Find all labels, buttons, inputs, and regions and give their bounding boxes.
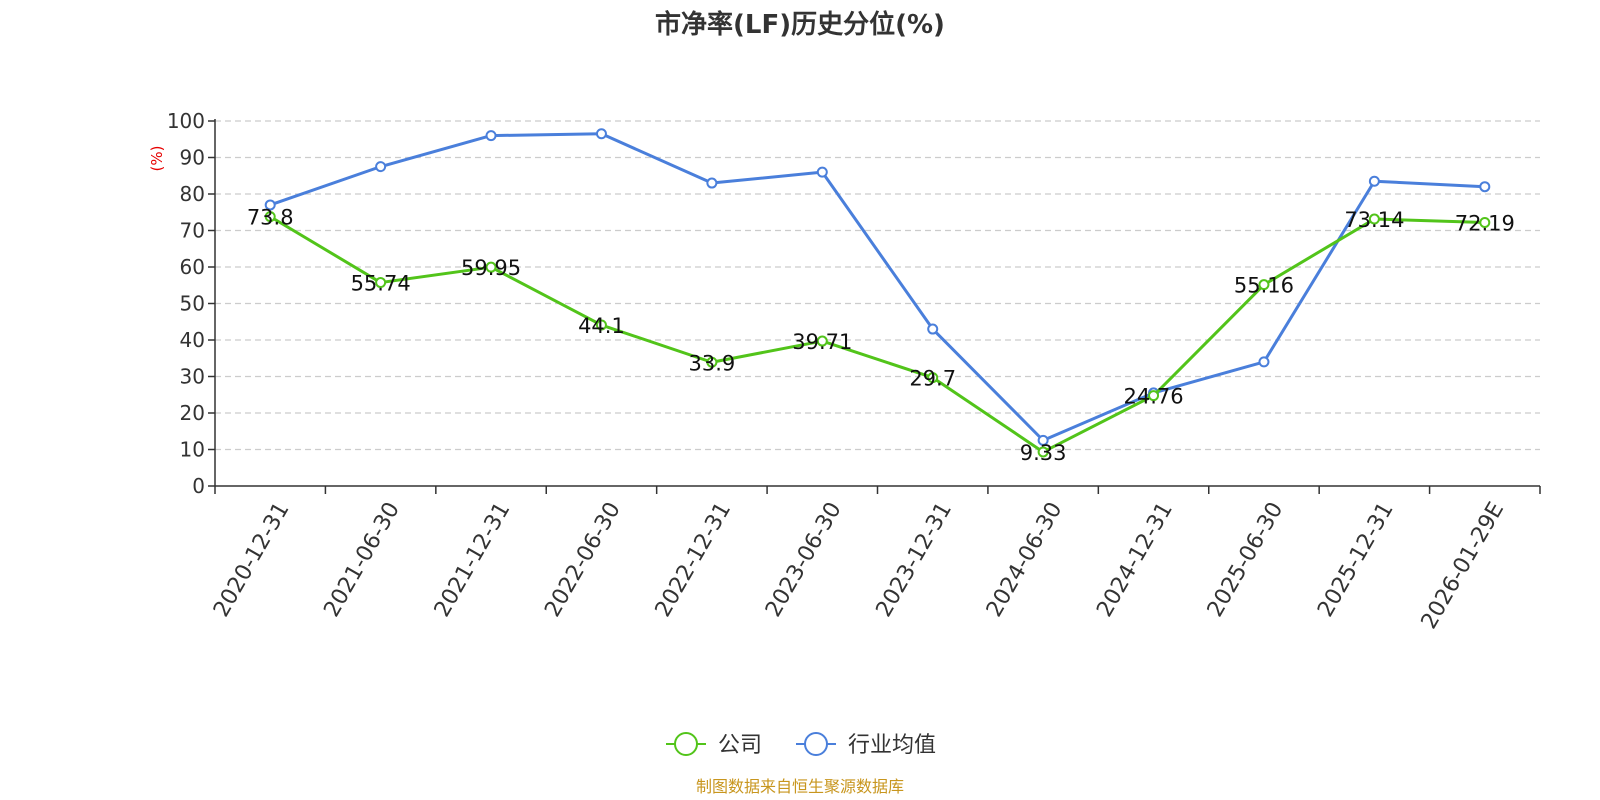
y-tick-label: 60 [180,255,205,279]
x-tick-label: 2025-06-30 [1203,498,1289,621]
x-tick-label: 2023-06-30 [761,498,847,621]
x-tick-label: 2020-12-31 [209,498,295,621]
x-tick-label: 2021-06-30 [319,498,405,621]
y-tick-label: 0 [192,474,205,498]
axes: 0 10 20 30 40 50 60 70 80 90 100 2020-12-31 2021-06-… [167,109,1541,633]
y-tick-label: 100 [167,109,205,133]
legend-label: 行业均值 [848,733,936,758]
data-point [1258,279,1270,291]
data-point [1479,217,1491,229]
data-label: 39.71 [792,330,852,354]
legend-marker-icon [674,732,698,756]
data-point [816,166,828,178]
data-label: 24.76 [1123,385,1183,409]
legend-item-industry-average[interactable]: 行业均值 [796,732,936,758]
data-point [927,323,939,335]
data-point [595,128,607,140]
data-point [485,261,497,273]
data-point [1258,356,1270,368]
data-label: 55.74 [351,272,411,296]
y-tick-label: 70 [180,219,205,243]
data-point [706,177,718,189]
x-tick-label: 2024-06-30 [982,498,1068,621]
y-tick-label: 80 [180,182,205,206]
y-tick-label: 30 [180,365,205,389]
series-line-industry-average [269,132,1485,442]
data-point [485,130,497,142]
series-lines [264,128,1491,458]
chart-title: 市净率(LF)历史分位(%) [655,9,945,40]
data-point [927,372,939,384]
data-point [1479,181,1491,193]
source-note: 制图数据来自恒生聚源数据库 [696,777,904,796]
y-axis-label: (%) [148,146,166,172]
grid-lines [215,120,1540,451]
data-point [264,211,276,223]
data-label: 9.33 [1020,441,1067,465]
legend-label: 公司 [718,733,762,758]
data-label: 29.7 [909,367,956,391]
data-label: 73.8 [247,206,294,230]
data-label: 59.95 [461,256,521,280]
x-tick-label: 2024-12-31 [1092,498,1178,621]
data-point [375,277,387,289]
data-point [595,319,607,331]
data-point [1148,390,1160,402]
y-tick-label: 10 [180,438,205,462]
legend[interactable]: 公司 行业均值 [666,732,936,758]
data-point [1037,446,1049,458]
data-label: 72.19 [1455,212,1515,236]
data-point [1037,434,1049,446]
x-tick-label: 2023-12-31 [871,498,957,621]
data-label: 33.9 [688,351,735,375]
data-point [816,335,828,347]
data-point [375,161,387,173]
legend-item-company[interactable]: 公司 [666,732,762,758]
y-tick-label: 40 [180,328,205,352]
x-tick-label: 2026-01-29E [1417,498,1510,633]
legend-marker-icon [804,732,828,756]
data-point [264,199,276,211]
x-tick-label: 2022-12-31 [651,498,737,621]
series-line-company [269,215,1485,454]
y-tick-label: 20 [180,401,205,425]
y-tick-label: 90 [180,146,205,170]
data-label: 55.16 [1234,274,1294,298]
x-tick-label: 2022-06-30 [540,498,626,621]
x-tick-label: 2025-12-31 [1313,498,1399,621]
y-tick-label: 50 [180,292,205,316]
x-tick-label: 2021-12-31 [430,498,516,621]
data-point [1368,175,1380,187]
data-label: 44.1 [578,314,625,338]
data-labels: 73.8 55.74 59.95 44.1 33.9 39.71 29.7 9.33 24.76… [247,206,1515,465]
data-point [706,356,718,368]
data-label: 73.14 [1344,208,1404,232]
data-point [1368,213,1380,225]
